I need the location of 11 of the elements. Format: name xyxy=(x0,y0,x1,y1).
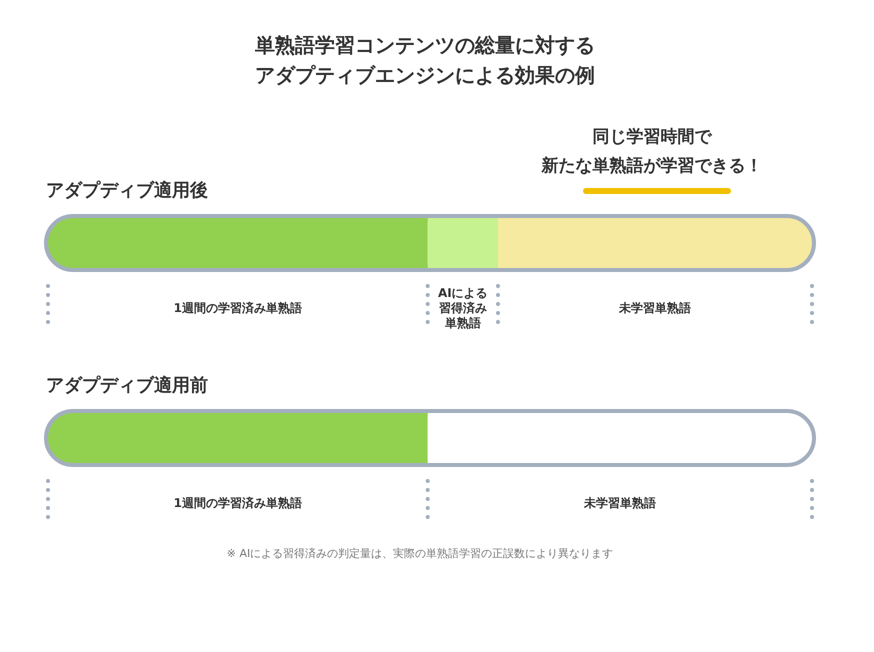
y-tick-label: アダプディブ適用前 xyxy=(46,375,208,396)
text: 1週間の学習済み単熟語 xyxy=(174,301,302,315)
y-tick-label: アダプディブ適用後 xyxy=(46,180,208,201)
annotation: 同じ学習時間で xyxy=(592,127,712,147)
text: 未学習単熟語 xyxy=(618,301,691,315)
text: 未学習単熟語 xyxy=(584,496,656,510)
text: 1週間の学習済み単熟語 xyxy=(174,496,302,510)
text: ※ AIによる習得済みの判定量は、実際の単熟語学習の正誤数により異なります xyxy=(226,547,614,560)
chart-title: 単熟語学習コンテンツの総量に対するアダプティブエンジンによる効果の例 xyxy=(254,33,595,87)
series-label: AIによる習得済み単熟語 xyxy=(438,286,488,330)
annotation: 新たな単熟語が学習できる！ xyxy=(540,156,762,176)
